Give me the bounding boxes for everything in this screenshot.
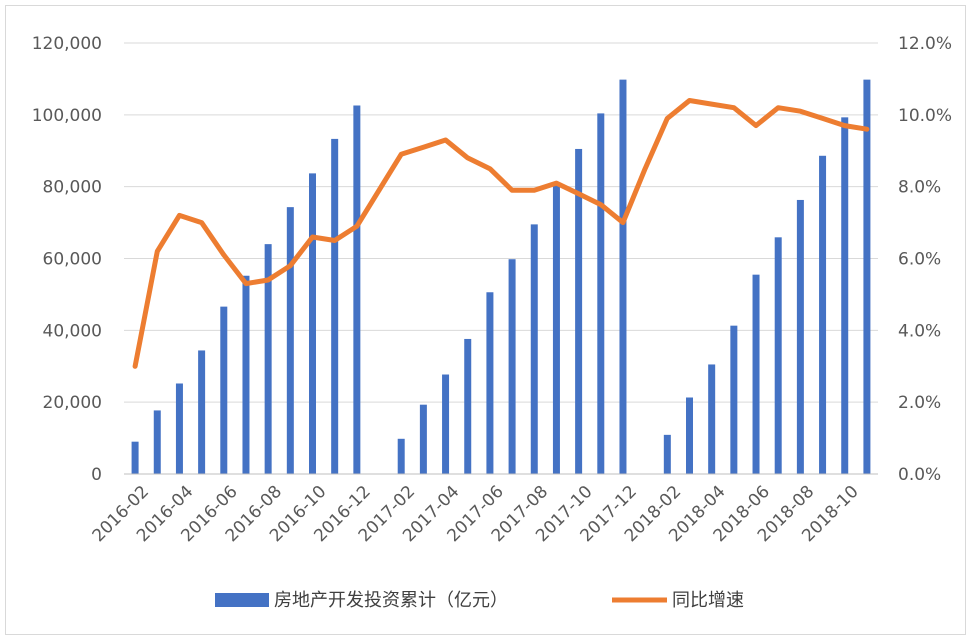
bar	[841, 117, 849, 474]
bar	[353, 105, 361, 475]
chart-frame: 0 20,000 40,000 60,000 80,000 100,000 120,000 …	[5, 5, 966, 635]
bar	[796, 199, 804, 475]
bar	[464, 338, 472, 474]
bar	[863, 79, 871, 474]
bar	[286, 207, 294, 474]
bar	[619, 79, 627, 474]
bar	[530, 224, 538, 474]
bar	[242, 275, 250, 474]
bar	[153, 410, 161, 474]
right-tick-label: 0.0%	[898, 465, 941, 485]
line-path	[132, 98, 870, 369]
left-tick-label: 80,000	[43, 178, 102, 198]
bar	[442, 374, 450, 474]
bar	[198, 350, 206, 474]
bar	[419, 404, 427, 474]
bar	[220, 306, 228, 474]
legend: 房地产开发投资累计（亿元） 同比增速	[215, 590, 744, 611]
bar	[663, 434, 671, 474]
legend-line-label: 同比增速	[672, 590, 744, 611]
x-axis-labels: 2016-022016-042016-062016-082016-102016-…	[89, 482, 863, 546]
bar	[552, 184, 560, 475]
bar	[264, 244, 272, 474]
left-tick-label: 120,000	[32, 34, 102, 54]
bar-series	[131, 79, 871, 475]
bar	[730, 325, 738, 474]
bar	[774, 237, 782, 474]
legend-bar-label: 房地产开发投资累计（亿元）	[274, 590, 508, 611]
bar	[819, 155, 827, 475]
right-tick-label: 4.0%	[898, 321, 941, 341]
bar	[575, 148, 583, 474]
bar	[309, 173, 316, 474]
line-series	[132, 98, 870, 369]
left-axis-labels: 0 20,000 40,000 60,000 80,000 100,000 120,000	[32, 34, 102, 485]
bar	[131, 441, 139, 474]
left-tick-label: 0	[91, 465, 102, 485]
left-tick-label: 60,000	[43, 250, 102, 270]
left-tick-label: 40,000	[43, 321, 102, 341]
left-tick-label: 100,000	[32, 106, 102, 126]
bar	[486, 292, 494, 474]
bar	[508, 259, 516, 474]
bar	[175, 383, 183, 474]
right-axis-labels: 0.0% 2.0% 4.0% 6.0% 8.0% 10.0% 12.0%	[898, 34, 952, 485]
bar	[397, 438, 405, 474]
right-tick-label: 12.0%	[898, 34, 952, 54]
legend-bar-swatch	[215, 593, 269, 607]
gridlines	[124, 42, 878, 403]
left-tick-label: 20,000	[43, 393, 102, 413]
right-tick-label: 6.0%	[898, 250, 941, 270]
right-tick-label: 2.0%	[898, 393, 941, 413]
right-tick-label: 10.0%	[898, 106, 952, 126]
bar	[708, 364, 716, 474]
bar	[331, 138, 339, 474]
bar	[752, 274, 760, 474]
bar	[686, 397, 693, 474]
bar	[597, 113, 605, 474]
right-tick-label: 8.0%	[898, 178, 941, 198]
chart-svg: 020,00040,00060,00080,000100,000120,000 …	[32, 34, 952, 611]
